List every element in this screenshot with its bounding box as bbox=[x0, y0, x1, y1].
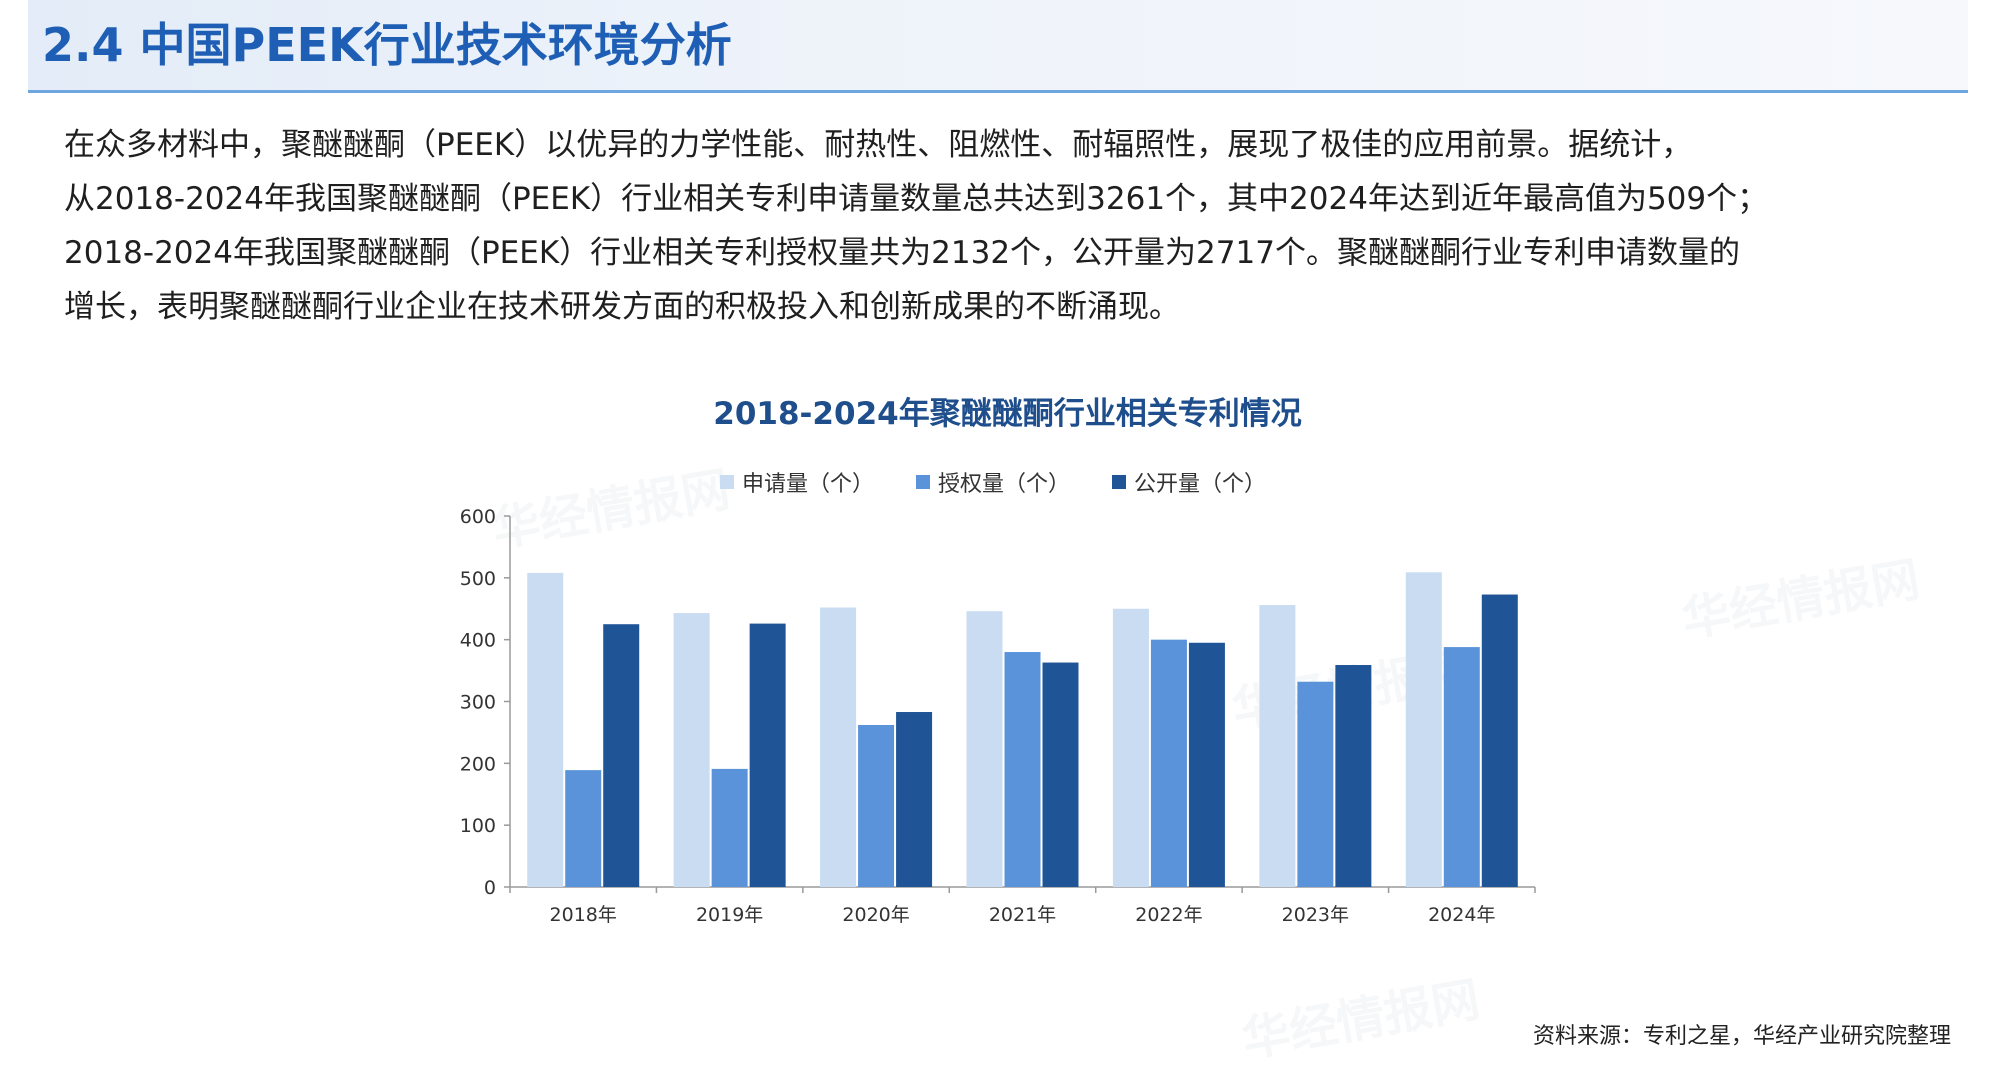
y-tick-label: 0 bbox=[484, 877, 496, 899]
body-line-3: 2018-2024年我国聚醚醚酮（PEEK）行业相关专利授权量共为2132个，公… bbox=[64, 235, 1740, 271]
source-note: 资料来源：专利之星，华经产业研究院整理 bbox=[1532, 1024, 1951, 1049]
bar-grants-2020年 bbox=[858, 724, 895, 887]
chart-legend: 申请量（个） 授权量（个） 公开量（个） bbox=[720, 466, 1266, 498]
bar-grants-2022年 bbox=[1150, 639, 1187, 887]
bar-grants-2024年 bbox=[1443, 647, 1480, 887]
bar-publications-2019年 bbox=[749, 623, 786, 887]
bar-publications-2022年 bbox=[1188, 642, 1225, 887]
x-tick-label: 2020年 bbox=[842, 904, 909, 926]
y-tick-label: 400 bbox=[460, 630, 496, 652]
bar-applications-2024年 bbox=[1405, 572, 1442, 887]
x-tick-label: 2023年 bbox=[1282, 904, 1349, 926]
y-tick-label: 200 bbox=[460, 753, 496, 775]
bar-publications-2024年 bbox=[1481, 594, 1518, 887]
bar-grants-2019年 bbox=[711, 768, 748, 887]
bar-publications-2021年 bbox=[1042, 662, 1079, 887]
body-paragraph: 在众多材料中，聚醚醚酮（PEEK）以优异的力学性能、耐热性、阻燃性、耐辐照性，展… bbox=[64, 118, 1964, 334]
section-title: 2.4 中国PEEK行业技术环境分析 bbox=[42, 18, 732, 72]
chart-title: 2018-2024年聚醚醚酮行业相关专利情况 bbox=[713, 396, 1302, 432]
bar-publications-2018年 bbox=[603, 624, 640, 887]
legend-label-applications: 申请量（个） bbox=[742, 472, 875, 497]
legend-swatch-applications bbox=[720, 475, 734, 489]
header-divider bbox=[28, 90, 1968, 93]
legend-swatch-grants bbox=[916, 475, 931, 489]
bar-publications-2023年 bbox=[1335, 665, 1372, 887]
legend-label-grants: 授权量（个） bbox=[938, 472, 1071, 497]
legend-label-publications: 公开量（个） bbox=[1134, 472, 1267, 497]
body-line-1: 在众多材料中，聚醚醚酮（PEEK）以优异的力学性能、耐热性、阻燃性、耐辐照性，展… bbox=[64, 127, 1693, 163]
x-tick-label: 2019年 bbox=[696, 904, 763, 926]
bar-applications-2023年 bbox=[1259, 605, 1296, 887]
legend-item-publications: 公开量（个） bbox=[1112, 466, 1266, 498]
bar-grants-2023年 bbox=[1297, 681, 1334, 887]
x-tick-label: 2021年 bbox=[989, 904, 1056, 926]
bar-applications-2020年 bbox=[820, 607, 857, 887]
x-tick-label: 2024年 bbox=[1428, 904, 1495, 926]
bar-publications-2020年 bbox=[896, 712, 933, 887]
body-line-4: 增长，表明聚醚醚酮行业企业在技术研发方面的积极投入和创新成果的不断涌现。 bbox=[64, 289, 1180, 325]
body-line-2: 从2018-2024年我国聚醚醚酮（PEEK）行业相关专利申请量数量总共达到32… bbox=[64, 181, 1769, 217]
x-tick-label: 2018年 bbox=[550, 904, 617, 926]
legend-item-applications: 申请量（个） bbox=[720, 466, 874, 498]
bar-grants-2021年 bbox=[1004, 652, 1041, 887]
header-band bbox=[28, 0, 1968, 90]
bar-applications-2021年 bbox=[966, 611, 1003, 887]
bar-applications-2019年 bbox=[673, 613, 710, 887]
y-tick-label: 300 bbox=[460, 692, 496, 714]
x-tick-label: 2022年 bbox=[1135, 904, 1202, 926]
y-tick-label: 600 bbox=[460, 506, 496, 528]
bar-applications-2018年 bbox=[527, 572, 564, 887]
bar-applications-2022年 bbox=[1112, 608, 1149, 887]
bar-grants-2018年 bbox=[565, 770, 602, 887]
y-tick-label: 500 bbox=[460, 568, 496, 590]
legend-swatch-publications bbox=[1112, 475, 1127, 489]
legend-item-grants: 授权量（个） bbox=[916, 466, 1070, 498]
y-tick-label: 100 bbox=[460, 815, 496, 837]
